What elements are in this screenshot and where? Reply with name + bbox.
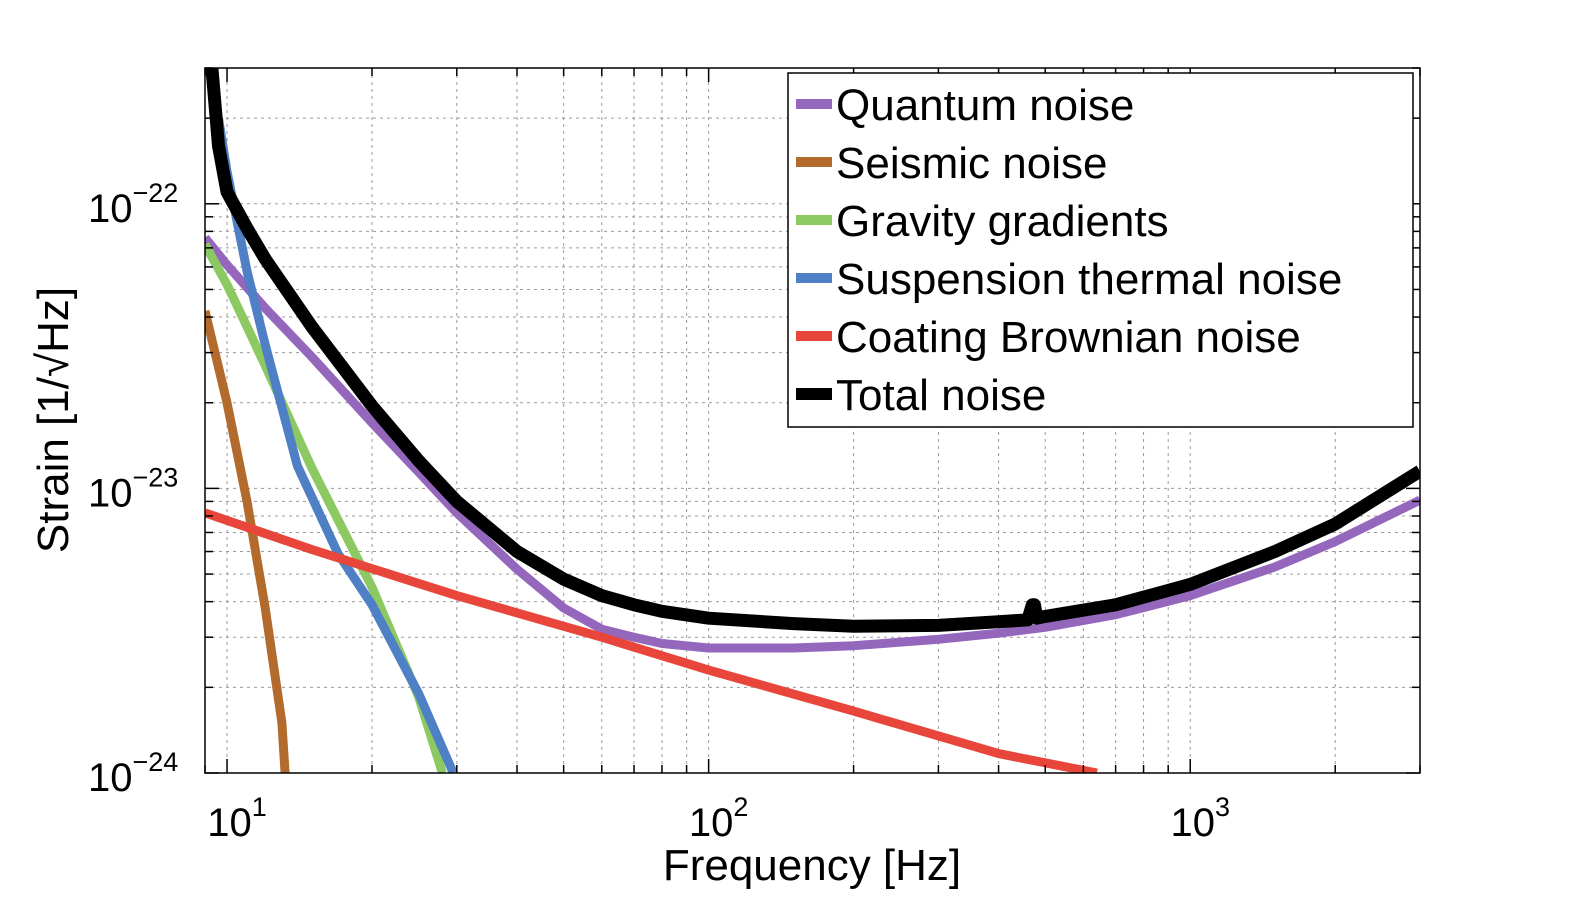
legend: Quantum noise Seismic noise Gravity gradie… bbox=[787, 72, 1414, 428]
x-tick-label: 102 bbox=[689, 792, 749, 845]
legend-box bbox=[787, 72, 1414, 428]
series-layer bbox=[205, 68, 1420, 773]
legend-label-gravity-gradients: Gravity gradients bbox=[836, 197, 1169, 246]
y-tick-label: 10−23 bbox=[88, 462, 178, 515]
x-tick-label: 103 bbox=[1170, 792, 1230, 845]
x-tick-label: 101 bbox=[207, 792, 267, 845]
x-axis-title: Frequency [Hz] bbox=[663, 841, 961, 890]
legend-label-seismic-noise: Seismic noise bbox=[836, 139, 1107, 188]
y-tick-label: 10−24 bbox=[88, 747, 178, 800]
series-line-seismic-noise bbox=[205, 309, 290, 773]
legend-label-quantum-noise: Quantum noise bbox=[836, 81, 1134, 130]
x-axis-tick-labels: 101 102 103 bbox=[207, 792, 1230, 845]
legend-label-coating-brownian-noise: Coating Brownian noise bbox=[836, 313, 1301, 362]
y-tick-label: 10−22 bbox=[88, 178, 178, 231]
series-line-coating-brownian-noise bbox=[205, 508, 1098, 773]
legend-label-total-noise: Total noise bbox=[836, 371, 1046, 420]
legend-label-suspension-thermal-noise: Suspension thermal noise bbox=[836, 255, 1342, 304]
series-line-quantum-noise bbox=[205, 234, 1420, 653]
plot-frame bbox=[204, 67, 1421, 774]
y-axis-title: Strain [1/√Hz] bbox=[29, 287, 78, 553]
series-line-total-noise bbox=[205, 68, 1420, 633]
y-axis-tick-labels: 10−22 10−23 10−24 bbox=[88, 178, 178, 800]
